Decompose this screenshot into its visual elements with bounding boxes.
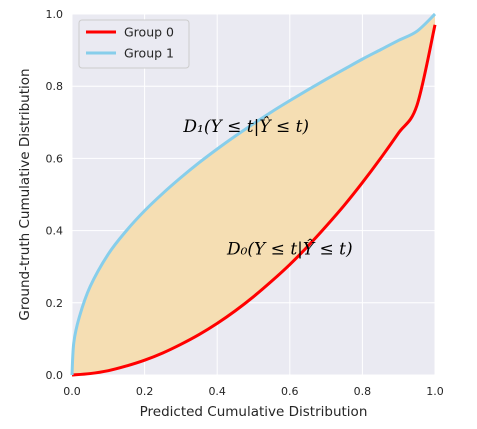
- y-tick-label: 0.0: [46, 369, 64, 382]
- series-line-group-1: [70, 12, 437, 376]
- legend-label-group-1: Group 1: [124, 46, 174, 61]
- y-tick-label: 0.8: [46, 80, 64, 93]
- annotation-group-0: D₀(Y ≤ t|Ŷ ≤ t): [226, 239, 353, 260]
- x-tick-label: 0.2: [136, 385, 154, 398]
- x-tick-labels: 0.0 0.2 0.4 0.6 0.8 1.0: [63, 385, 444, 398]
- x-tick-label: 0.4: [208, 385, 226, 398]
- x-tick-label: 1.0: [426, 385, 444, 398]
- series-lines: [70, 12, 437, 377]
- y-tick-label: 0.2: [46, 297, 64, 310]
- y-tick-label: 0.4: [46, 225, 64, 238]
- y-tick-label: 1.0: [46, 8, 64, 21]
- annotation-group-1: D₁(Y ≤ t|Ŷ ≤ t): [182, 116, 309, 137]
- x-tick-label: 0.0: [63, 385, 81, 398]
- legend: Group 0 Group 1: [78, 19, 190, 69]
- y-tick-labels: 0.0 0.2 0.4 0.6 0.8 1.0: [46, 8, 64, 382]
- x-tick-label: 0.8: [354, 385, 372, 398]
- x-tick-label: 0.6: [281, 385, 299, 398]
- legend-label-group-0: Group 0: [124, 25, 174, 40]
- x-axis-label: Predicted Cumulative Distribution: [140, 404, 368, 420]
- series-line-group-0: [71, 24, 437, 377]
- area-between-groups: [72, 14, 435, 375]
- y-axis-label: Ground-truth Cumulative Distribution: [17, 68, 33, 320]
- y-tick-label: 0.6: [46, 152, 64, 165]
